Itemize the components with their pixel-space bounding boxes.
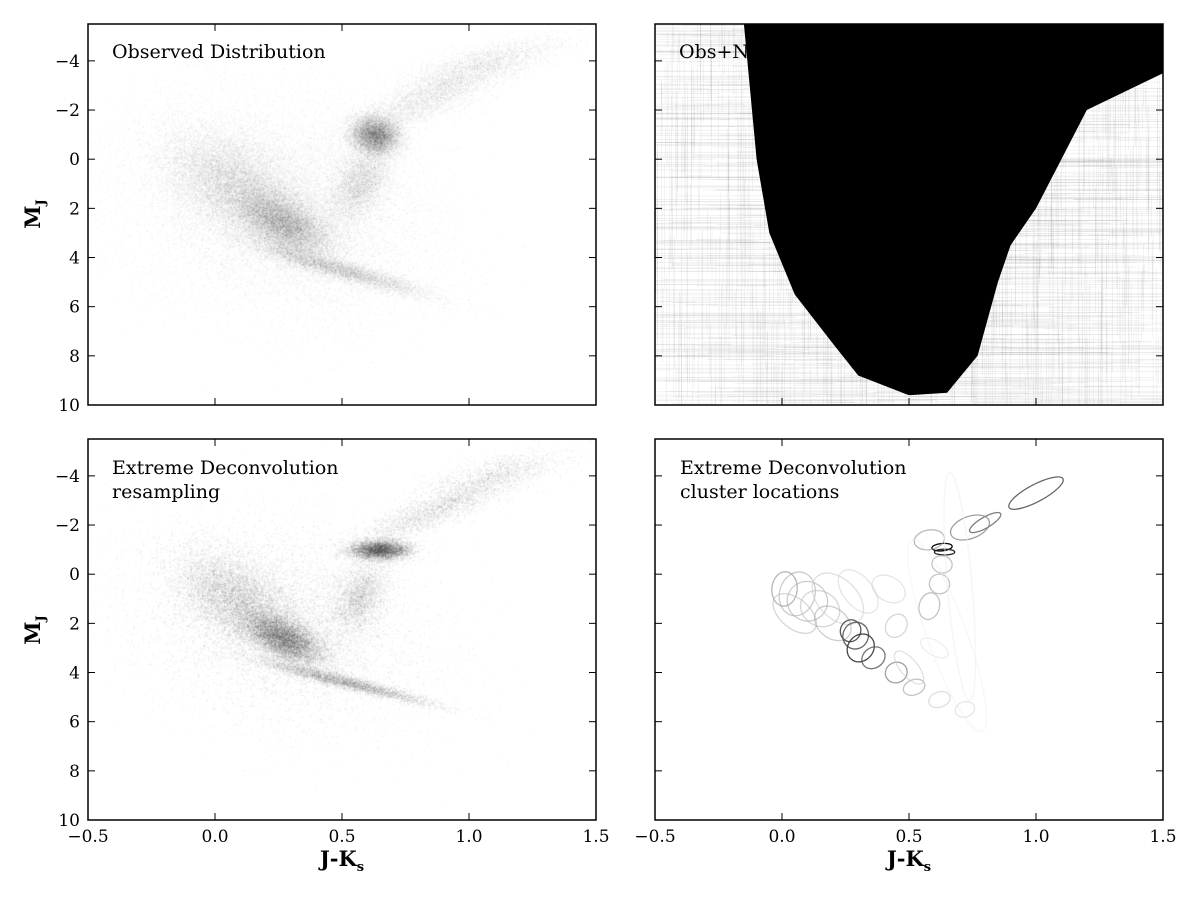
x-tick-label: 1.0 <box>455 827 482 847</box>
y-tick-label: 8 <box>69 762 80 782</box>
density-image-observed <box>88 24 596 405</box>
y-tick-label: −2 <box>55 516 80 536</box>
cluster-ellipse <box>968 511 1002 534</box>
cluster-ellipse <box>771 571 798 607</box>
panel-title-observed: Observed Distribution <box>112 41 326 63</box>
y-tick-label: 6 <box>69 298 80 318</box>
x-tick-label: 1.5 <box>582 827 609 847</box>
y-tick-label: 4 <box>69 249 80 269</box>
density-image-xd-resampling <box>88 439 596 820</box>
cluster-ellipse <box>786 580 829 622</box>
y-tick-label: −4 <box>55 467 80 487</box>
y-tick-label: 6 <box>69 713 80 733</box>
ticks-obs-noise <box>654 24 1164 406</box>
ticks-xd-clusters: −0.5 0.0 0.5 1.0 1.5 <box>634 439 1177 847</box>
y-tick-label: 2 <box>69 614 80 634</box>
y-tick-label: 0 <box>69 565 80 585</box>
x-tick-label: 0.5 <box>895 827 922 847</box>
ticks-xd-resampling: −0.5 0.0 0.5 1.0 1.5 −4 −2 0 2 4 6 8 10 <box>55 439 610 847</box>
x-axis-label-xd-clusters: J-Ks <box>885 846 931 875</box>
cluster-ellipse <box>871 574 906 604</box>
cluster-ellipse <box>907 539 988 733</box>
y-axis-label-xd-resampling: MJ <box>20 615 49 644</box>
cluster-ellipse <box>861 646 886 670</box>
cluster-ellipse <box>943 471 977 702</box>
x-tick-label: 0.5 <box>328 827 355 847</box>
y-tick-label: 10 <box>58 811 80 831</box>
saturated-region <box>743 24 1163 396</box>
cluster-ellipse <box>1008 476 1064 510</box>
cluster-ellipse <box>928 690 951 709</box>
cluster-ellipse <box>918 592 941 621</box>
x-tick-label: −0.5 <box>67 827 108 847</box>
y-tick-label: −4 <box>55 52 80 72</box>
cluster-ellipse <box>954 700 976 718</box>
cluster-ellipse <box>902 678 926 697</box>
cluster-ellipse <box>813 605 852 642</box>
panel-title-xd-clusters: Extreme Deconvolution <box>680 457 907 479</box>
cluster-ellipse <box>931 555 953 574</box>
y-axis-label-subscript: J <box>34 615 49 622</box>
panel-xd-resampling: −0.5 0.0 0.5 1.0 1.5 −4 −2 0 2 4 6 8 10 Extreme Deco… <box>20 438 610 875</box>
x-tick-label: 0.0 <box>201 827 228 847</box>
panel-title-obs-noise: Obs+Noise Distribution <box>679 41 909 63</box>
panel-title-xd-resampling: Extreme Deconvolution <box>112 457 339 479</box>
panel-subtitle-xd-clusters: cluster locations <box>680 481 839 503</box>
x-axis-label-subscript: s <box>357 860 364 875</box>
cluster-ellipse <box>846 633 875 663</box>
x-axis-label-xd-resampling: J-Ks <box>318 846 364 875</box>
x-tick-label: 1.0 <box>1022 827 1049 847</box>
plot-area-xd-resampling <box>88 439 596 820</box>
panel-observed: −4 −2 0 2 4 6 8 10 Observed Distribution MJ <box>20 23 597 416</box>
y-tick-label: 10 <box>58 396 80 416</box>
ticks-observed: −4 −2 0 2 4 6 8 10 <box>55 24 597 416</box>
x-axis-label-subscript: s <box>924 860 931 875</box>
cluster-ellipse <box>837 569 879 614</box>
plot-area-xd-clusters <box>771 471 1064 733</box>
cluster-ellipse <box>799 589 841 628</box>
panel-subtitle-xd-resampling: resampling <box>112 481 220 503</box>
cluster-ellipse <box>920 637 949 659</box>
cluster-ellipse <box>913 529 946 551</box>
cluster-ellipse <box>772 593 817 635</box>
cluster-ellipse <box>842 621 870 650</box>
x-tick-label: 1.5 <box>1149 827 1176 847</box>
y-axis-label-observed: MJ <box>20 199 49 228</box>
panel-xd-clusters: −0.5 0.0 0.5 1.0 1.5 Extreme Deconvolution c… <box>634 438 1177 875</box>
cluster-ellipse <box>811 572 865 626</box>
y-axis-label-main: M <box>20 205 45 228</box>
y-tick-label: 8 <box>69 347 80 367</box>
y-tick-label: 4 <box>69 664 80 684</box>
y-axis-label-main: M <box>20 621 45 644</box>
x-tick-label: −0.5 <box>634 827 675 847</box>
x-tick-label: 0.0 <box>768 827 795 847</box>
cluster-ellipse <box>884 613 908 639</box>
panel-obs-noise: Obs+Noise Distribution <box>654 23 1164 406</box>
y-axis-label-subscript: J <box>34 199 49 206</box>
x-axis-label-main: J-K <box>885 846 925 871</box>
y-tick-label: 2 <box>69 199 80 219</box>
y-tick-label: −2 <box>55 101 80 121</box>
x-axis-label-main: J-K <box>318 846 358 871</box>
y-tick-label: 0 <box>69 150 80 170</box>
plot-area-obs-noise <box>655 24 1163 405</box>
cluster-ellipse <box>949 514 991 541</box>
plot-area-observed <box>88 24 596 405</box>
cluster-ellipse <box>893 650 925 685</box>
cluster-ellipse <box>884 661 908 684</box>
